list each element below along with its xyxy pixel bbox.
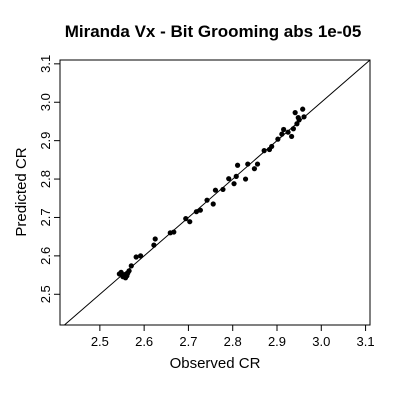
y-tick-label: 3.0	[38, 93, 53, 111]
data-point	[171, 229, 177, 235]
y-axis-label: Predicted CR	[13, 147, 30, 236]
data-point	[251, 166, 258, 172]
plot-area-frame	[59, 59, 371, 326]
data-point	[231, 181, 237, 187]
data-point	[193, 209, 199, 215]
data-point	[279, 131, 285, 137]
data-point	[245, 161, 251, 167]
data-point	[197, 207, 203, 213]
data-point	[296, 117, 302, 123]
identity-reference-line	[64, 59, 371, 326]
data-point	[290, 126, 296, 132]
data-point	[242, 176, 249, 182]
data-point	[285, 129, 291, 135]
data-point	[301, 114, 307, 120]
data-point	[294, 121, 300, 127]
y-tick-label: 2.6	[38, 247, 53, 265]
x-tick-label: 3.0	[312, 334, 330, 349]
data-point	[300, 106, 306, 112]
y-tick-label: 2.9	[38, 132, 53, 150]
x-axis: 2.5 2.6 2.7 2.8 2.9 3.0 3.1	[91, 325, 375, 349]
data-point	[289, 133, 295, 140]
data-point	[254, 161, 261, 167]
data-point	[292, 110, 298, 116]
data-point	[234, 162, 241, 168]
data-point	[269, 143, 275, 150]
x-axis-label: Observed CR	[170, 355, 261, 372]
data-points	[116, 106, 307, 281]
data-point	[128, 263, 134, 269]
y-tick-label: 2.5	[38, 285, 53, 303]
data-point	[183, 216, 189, 222]
x-tick-label: 3.1	[357, 334, 375, 349]
data-point	[204, 197, 210, 203]
data-point	[220, 186, 226, 193]
x-tick-label: 2.8	[224, 334, 242, 349]
data-point	[226, 176, 232, 182]
data-point	[210, 201, 216, 207]
data-point	[126, 268, 132, 274]
data-point	[138, 253, 144, 259]
data-point	[233, 173, 239, 179]
data-point	[212, 187, 219, 193]
x-tick-label: 2.7	[179, 334, 197, 349]
y-tick-label: 3.1	[38, 55, 53, 73]
data-point	[152, 236, 158, 242]
data-point	[275, 136, 281, 142]
x-tick-label: 2.5	[91, 334, 109, 349]
y-axis: 2.5 2.6 2.7 2.8 2.9 3.0 3.1	[38, 55, 60, 303]
y-tick-label: 2.8	[38, 170, 53, 188]
data-point	[261, 148, 267, 154]
y-tick-label: 2.7	[38, 208, 53, 226]
data-point	[187, 219, 193, 225]
x-tick-label: 2.9	[268, 334, 286, 349]
data-point	[281, 126, 287, 133]
data-point	[133, 254, 139, 260]
chart-title: Miranda Vx - Bit Grooming abs 1e-05	[65, 22, 362, 41]
data-point	[151, 242, 157, 248]
x-tick-label: 2.6	[135, 334, 153, 349]
